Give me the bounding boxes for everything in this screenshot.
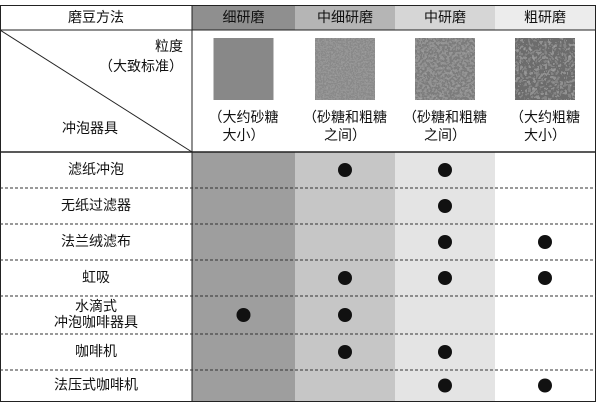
grind-caption: （大约砂糖 <box>209 110 279 126</box>
suitability-dot <box>236 308 251 322</box>
grain-label: 粒度 <box>155 39 183 55</box>
header-cell <box>395 5 495 30</box>
suitability-dot <box>438 163 452 177</box>
brewer-label: 冲泡器具 <box>62 121 118 137</box>
grind-caption: （砂糖和粗糖 <box>403 110 487 126</box>
brewer-name: 冲泡咖啡器具 <box>54 315 138 331</box>
brewer-name: 虹吸 <box>82 270 110 286</box>
grind-texture <box>515 38 575 100</box>
header-grind: 中细研磨 <box>317 10 373 26</box>
brewer-name: 法兰绒滤布 <box>61 234 131 250</box>
grind-caption: 之间） <box>324 128 366 144</box>
grind-caption: 大小） <box>524 128 566 144</box>
suitability-dot <box>438 199 452 213</box>
suitability-dot <box>438 345 452 359</box>
header-cell <box>495 5 595 30</box>
brewer-name: 法压式咖啡机 <box>54 378 138 394</box>
suitability-dot <box>538 378 552 393</box>
grind-texture <box>415 38 475 100</box>
column-cell <box>192 152 295 401</box>
suitability-dot <box>538 235 552 249</box>
grind-caption: 大小） <box>223 128 265 144</box>
grind-texture <box>315 38 375 100</box>
suitability-dot <box>438 378 452 393</box>
grind-texture <box>213 38 274 100</box>
header-cell <box>295 5 395 30</box>
standard-label: （大致标准） <box>99 59 183 75</box>
suitability-dot <box>538 271 552 285</box>
header-grind: 粗研磨 <box>524 10 566 26</box>
brewer-name: 咖啡机 <box>75 344 117 360</box>
grind-caption: （砂糖和粗糖 <box>303 110 387 126</box>
suitability-dot <box>438 271 452 285</box>
suitability-dot <box>338 271 352 285</box>
grind-caption: （大约粗糖 <box>510 110 580 126</box>
suitability-dot <box>438 235 452 249</box>
suitability-dot <box>338 308 352 322</box>
grind-caption: 之间） <box>424 128 466 144</box>
brewer-name: 滤纸冲泡 <box>68 162 124 178</box>
brewer-name: 无纸过滤器 <box>61 198 131 214</box>
suitability-dot <box>338 163 352 177</box>
header-cell <box>192 5 295 30</box>
header-grind: 细研磨 <box>223 10 265 26</box>
brewer-name: 水滴式 <box>75 298 117 315</box>
suitability-dot <box>338 345 352 359</box>
header-grind: 中研磨 <box>424 10 466 26</box>
header-method: 磨豆方法 <box>68 10 124 26</box>
diagonal <box>0 29 193 153</box>
